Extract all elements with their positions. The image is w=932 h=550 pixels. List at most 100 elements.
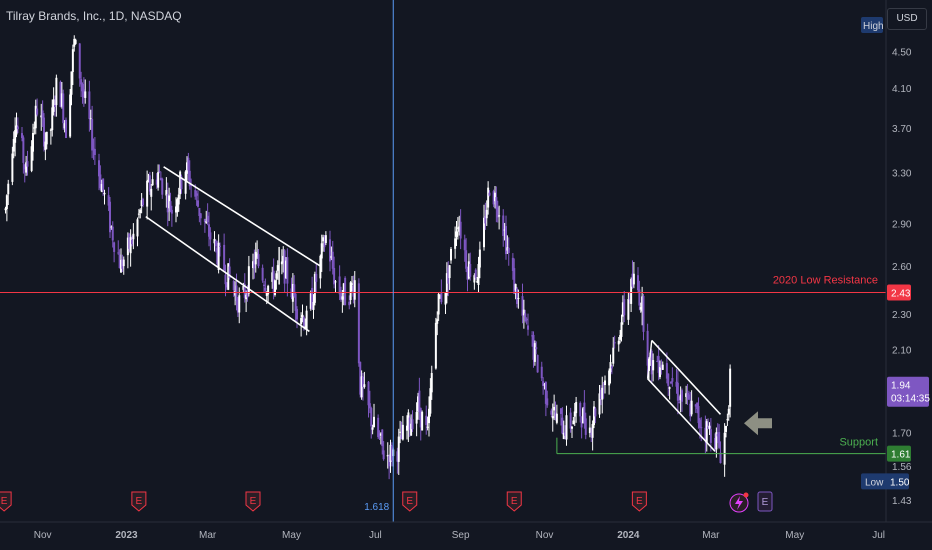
candle-body bbox=[390, 445, 393, 461]
candle-body bbox=[495, 197, 498, 210]
candle-body bbox=[417, 396, 419, 412]
candle-body bbox=[158, 171, 161, 173]
candle-body bbox=[235, 285, 238, 302]
candle-body bbox=[725, 425, 727, 432]
candle-body bbox=[555, 413, 558, 423]
candle-body bbox=[569, 412, 572, 429]
candle-body bbox=[639, 307, 642, 310]
future-earnings-marker-icon[interactable]: E bbox=[757, 491, 773, 512]
candle-body bbox=[161, 178, 164, 195]
candle-body bbox=[371, 427, 374, 430]
candle-body bbox=[319, 255, 322, 279]
candle-body bbox=[444, 292, 447, 305]
earnings-marker-icon[interactable]: E bbox=[631, 491, 647, 512]
candle-body bbox=[580, 422, 583, 428]
candle-body bbox=[370, 408, 373, 427]
candle-body bbox=[723, 432, 726, 465]
candle-body bbox=[657, 356, 660, 373]
time-axis-band bbox=[0, 522, 932, 550]
price-axis-band bbox=[886, 0, 932, 522]
candle-body bbox=[293, 284, 296, 297]
candle-body bbox=[612, 347, 615, 364]
candle-body bbox=[729, 368, 732, 407]
earnings-marker-icon[interactable]: E bbox=[131, 491, 147, 512]
candle-body bbox=[473, 275, 476, 283]
candle-body bbox=[579, 402, 582, 417]
candle-body bbox=[23, 164, 26, 170]
x-tick-label: May bbox=[785, 530, 804, 541]
candle-body bbox=[353, 280, 356, 300]
candle-body bbox=[709, 429, 712, 443]
candle-body bbox=[661, 364, 664, 370]
candle-body bbox=[373, 416, 375, 428]
earnings-marker-icon[interactable]: E bbox=[0, 491, 12, 512]
candle-body bbox=[679, 394, 682, 401]
candle-body bbox=[267, 285, 270, 295]
candle-body bbox=[132, 233, 135, 240]
candle-body bbox=[261, 267, 264, 281]
candle-body bbox=[505, 226, 507, 255]
candle-body bbox=[583, 402, 586, 424]
earnings-marker-icon[interactable]: E bbox=[245, 491, 261, 512]
candle-body bbox=[302, 317, 305, 329]
candle-body bbox=[670, 381, 672, 384]
notification-dot bbox=[743, 492, 749, 498]
channel-2024-upper bbox=[651, 339, 722, 415]
candle-body bbox=[232, 280, 235, 291]
candle-body bbox=[660, 365, 663, 368]
candle-body bbox=[81, 84, 84, 92]
candle-body bbox=[367, 381, 370, 406]
earnings-marker-shape bbox=[402, 491, 418, 512]
candle-body bbox=[136, 219, 139, 237]
candle-body bbox=[312, 302, 315, 310]
symbol-title[interactable]: Tilray Brands, Inc., 1D, NASDAQ bbox=[6, 9, 182, 23]
candle-body bbox=[228, 266, 231, 279]
candle-body bbox=[175, 206, 177, 213]
candle-body bbox=[447, 267, 450, 284]
candle-body bbox=[223, 244, 226, 271]
earnings-marker-icon[interactable]: E bbox=[506, 491, 522, 512]
candle-body bbox=[65, 119, 67, 139]
candle-body bbox=[282, 255, 285, 263]
candle-body bbox=[264, 287, 267, 291]
chart-overlays: 2020 Low Resistance Support 1.618 bbox=[0, 0, 886, 522]
candle-body bbox=[553, 406, 556, 411]
earnings-marker-shape bbox=[506, 491, 522, 512]
candle-body bbox=[411, 419, 414, 430]
candle-body bbox=[214, 240, 217, 247]
currency-button[interactable]: USD bbox=[887, 8, 927, 30]
candle-body bbox=[311, 287, 314, 309]
candle-body bbox=[656, 360, 659, 362]
candle-body bbox=[60, 93, 63, 107]
candle-body bbox=[492, 191, 495, 205]
y-tick-label: 1.43 bbox=[892, 496, 912, 507]
candle-body bbox=[320, 243, 323, 259]
candle-body bbox=[22, 137, 25, 163]
candle-body bbox=[322, 237, 325, 242]
resistance-price-tag-bg bbox=[887, 284, 911, 301]
candle-body bbox=[487, 187, 490, 208]
candle-body bbox=[107, 195, 110, 206]
flash-event-icon[interactable] bbox=[729, 492, 749, 513]
earnings-marker-icon[interactable]: E bbox=[402, 491, 418, 512]
candle-body bbox=[437, 293, 440, 315]
candle-body bbox=[613, 342, 616, 344]
candle-body bbox=[477, 264, 480, 285]
candle-body bbox=[294, 293, 297, 311]
earnings-marker-shape bbox=[131, 491, 147, 512]
candle-body bbox=[246, 289, 249, 298]
candle-body bbox=[399, 431, 402, 433]
candle-body bbox=[609, 362, 612, 373]
candle-body bbox=[448, 265, 451, 279]
candle-body bbox=[168, 195, 171, 209]
candle-body bbox=[671, 378, 674, 382]
arrow-left-icon bbox=[744, 411, 772, 436]
candle-body bbox=[408, 417, 411, 430]
candle-body bbox=[604, 380, 606, 386]
candle-body bbox=[301, 314, 304, 318]
candle-body bbox=[627, 299, 630, 320]
candle-body bbox=[463, 239, 466, 251]
candle-body bbox=[659, 367, 661, 378]
candle-body bbox=[488, 192, 491, 196]
